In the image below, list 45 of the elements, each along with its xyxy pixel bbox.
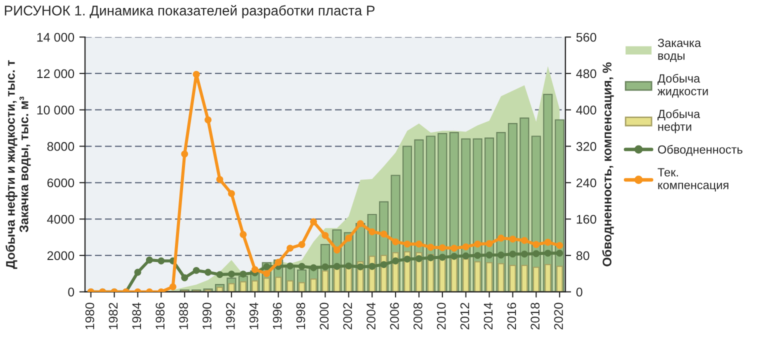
y-tick-label: 12 000 — [37, 69, 74, 78]
y2-tick-label: 240 — [576, 178, 596, 188]
x-tick-label: 2008 — [413, 302, 422, 330]
y2-tick-label: 0 — [576, 288, 582, 296]
x-tick-label: 1982 — [108, 302, 118, 330]
y-tick-label: 8000 — [47, 142, 74, 151]
x-tick-label: 2014 — [484, 302, 493, 330]
y2-tick-label: 480 — [576, 69, 596, 78]
y2-tick-label: 560 — [576, 32, 596, 42]
legend-label: Добыча нефти — [658, 109, 700, 134]
x-tick-label: 1992 — [226, 302, 235, 330]
legend-label: Тек. компенсация — [658, 168, 728, 192]
x-tick-label: 1996 — [272, 302, 282, 330]
y-tick-label: 10 000 — [37, 106, 74, 115]
x-tick-label: 2000 — [320, 302, 329, 330]
x-tick-label: 1998 — [296, 302, 306, 330]
x-tick-label: 1990 — [202, 302, 212, 330]
y-tick-label: 0 — [68, 288, 74, 296]
y-tick-label: 14 000 — [37, 32, 74, 42]
x-tick-label: 2006 — [390, 302, 399, 330]
x-tick-label: 2020 — [554, 302, 563, 330]
y2-tick-label: 160 — [576, 214, 596, 224]
x-tick-label: 1984 — [132, 302, 142, 330]
x-tick-label: 2002 — [343, 302, 352, 330]
y-tick-label: 2000 — [47, 251, 74, 260]
legend-label: Закачка воды — [658, 38, 702, 62]
y2-tick-label: 400 — [576, 106, 596, 115]
x-tick-label: 2016 — [507, 302, 516, 330]
x-tick-label: 1988 — [179, 302, 188, 330]
x-tick-label: 1994 — [249, 302, 258, 330]
y2-axis-title: Обводненность, компенсация, % — [602, 62, 614, 266]
y-tick-label: 6000 — [47, 178, 74, 188]
y2-tick-label: 320 — [576, 142, 596, 151]
x-tick-label: 2012 — [460, 302, 470, 330]
legend-label: Обводненность — [658, 144, 742, 156]
chart-title: РИСУНОК 1. Динамика показателей разработки пласта Р — [4, 5, 375, 18]
x-tick-label: 2010 — [436, 302, 446, 330]
y2-tick-label: 80 — [576, 251, 590, 260]
x-tick-label: 2004 — [366, 302, 376, 330]
legend-label: Добыча жидкости — [658, 74, 708, 98]
x-tick-label: 1980 — [85, 302, 94, 330]
y-tick-label: 4000 — [47, 214, 74, 224]
x-tick-label: 1986 — [156, 302, 165, 330]
y-axis-title: Добыча нефти и жидкости, тыс. т Закачка воды, тыс. м³ — [6, 60, 31, 269]
x-tick-label: 2018 — [530, 302, 540, 330]
